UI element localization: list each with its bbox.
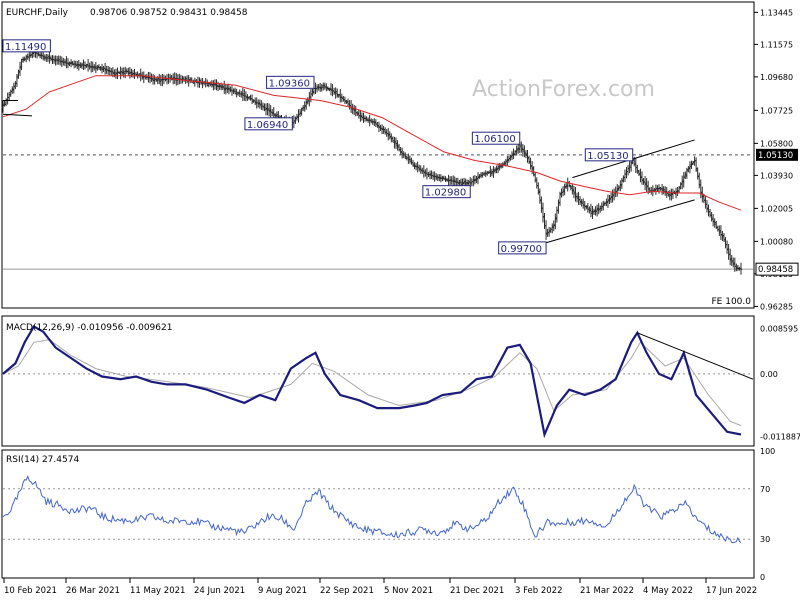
price-annotation: 1.02980 bbox=[422, 185, 471, 199]
trendline bbox=[572, 139, 695, 179]
rsi-chart bbox=[2, 475, 753, 544]
price-annotation: 1.06100 bbox=[471, 131, 521, 145]
x-tick-label: 21 Dec 2021 bbox=[450, 586, 504, 596]
ohlc-label: 0.98706 0.98752 0.98431 0.98458 bbox=[90, 8, 248, 18]
current-price-tag bbox=[755, 262, 799, 276]
annotation-box bbox=[244, 117, 293, 131]
macd-y-tick-label: -0.011887 bbox=[760, 433, 800, 442]
rsi-panel bbox=[1, 449, 755, 579]
annotation-label: 1.06940 bbox=[247, 120, 288, 131]
dashed-level-tag bbox=[756, 148, 798, 161]
price-y-tick-label: 1.05800 bbox=[760, 139, 793, 148]
price-annotation: 1.06940 bbox=[244, 117, 293, 131]
price-y-tick-label: 0.96285 bbox=[760, 302, 793, 311]
axes: 1.13445 1.11575 1.09680 1.07725 1.05800 1.039… bbox=[3, 8, 800, 596]
current-price-tag-label: 0.98458 bbox=[758, 265, 793, 275]
x-tick-label: 24 Jun 2021 bbox=[194, 586, 245, 596]
price-y-tick-label: 1.00080 bbox=[760, 237, 793, 246]
dashed-level-tag-label: 1.05130 bbox=[758, 151, 793, 161]
rsi-line bbox=[2, 475, 742, 544]
x-tick-label: 10 Feb 2021 bbox=[4, 586, 57, 596]
price-y-tick-label: 1.11575 bbox=[760, 40, 793, 49]
price-annotation: 1.09360 bbox=[266, 75, 315, 89]
price-chart: 1.11490 1.09360 1.06940 1.06100 1.02980 0.997… bbox=[1, 39, 753, 275]
annotation-box bbox=[2, 39, 51, 53]
x-tick-label: 22 Sep 2021 bbox=[320, 586, 374, 596]
price-annotation: 1.05130 bbox=[584, 148, 634, 162]
x-tick-label: 26 Mar 2021 bbox=[66, 586, 120, 596]
annotation-box bbox=[422, 185, 471, 199]
x-tick-label: 3 Feb 2022 bbox=[515, 586, 563, 596]
rsi-y-tick-label: 0 bbox=[760, 573, 765, 582]
symbol-label: EURCHF,Daily bbox=[6, 8, 69, 18]
x-tick-label: 9 Aug 2021 bbox=[258, 586, 307, 596]
rsi-y-tick-label: 70 bbox=[760, 485, 770, 494]
price-y-tick-label: 1.03930 bbox=[760, 171, 793, 180]
annotation-box bbox=[584, 148, 634, 162]
price-y-tick-label: 1.02005 bbox=[760, 204, 793, 213]
x-tick-label: 4 May 2022 bbox=[643, 586, 693, 596]
fe-label: FE 100.0 bbox=[712, 297, 752, 307]
annotation-label: 1.06100 bbox=[474, 134, 515, 145]
x-tick-label: 5 Nov 2021 bbox=[384, 586, 433, 596]
watermark: ActionForex.com bbox=[472, 77, 655, 102]
annotation-label: 1.09360 bbox=[269, 78, 310, 89]
annotation-label: 1.02980 bbox=[425, 188, 466, 199]
price-y-tick-label: 1.09680 bbox=[760, 73, 793, 82]
macd-chart bbox=[2, 325, 754, 439]
rsi-y-tick-label: 30 bbox=[760, 535, 770, 544]
price-y-tick-label: 1.13445 bbox=[760, 8, 793, 17]
annotation-box bbox=[498, 241, 547, 255]
price-annotation: 0.99700 bbox=[498, 241, 547, 255]
start-marker bbox=[2, 113, 33, 117]
annotation-label: 1.05130 bbox=[587, 151, 628, 162]
x-tick-label: 11 May 2021 bbox=[130, 586, 185, 596]
annotation-label: 1.11490 bbox=[5, 42, 46, 53]
annotation-box bbox=[471, 131, 521, 145]
price-y-tick-label: 1.07725 bbox=[760, 106, 793, 115]
x-tick-label: 17 Jun 2022 bbox=[706, 586, 757, 596]
moving-average-line bbox=[2, 75, 742, 211]
trendline bbox=[545, 199, 695, 244]
price-annotation: 1.11490 bbox=[2, 39, 51, 53]
annotation-box bbox=[266, 75, 315, 89]
macd-line bbox=[2, 325, 742, 439]
rsi-y-tick-label: 100 bbox=[760, 447, 775, 456]
macd-trendline bbox=[637, 332, 754, 380]
annotation-label: 0.99700 bbox=[501, 244, 542, 255]
macd-panel bbox=[1, 315, 755, 447]
rsi-title: RSI(14) 27.4574 bbox=[6, 455, 79, 465]
macd-title: MACD(12,26,9) -0.010956 -0.009621 bbox=[6, 323, 172, 333]
macd-y-tick-label: 0.00 bbox=[760, 370, 778, 379]
macd-y-tick-label: 0.008595 bbox=[760, 325, 798, 334]
x-tick-label: 21 Mar 2022 bbox=[580, 586, 634, 596]
